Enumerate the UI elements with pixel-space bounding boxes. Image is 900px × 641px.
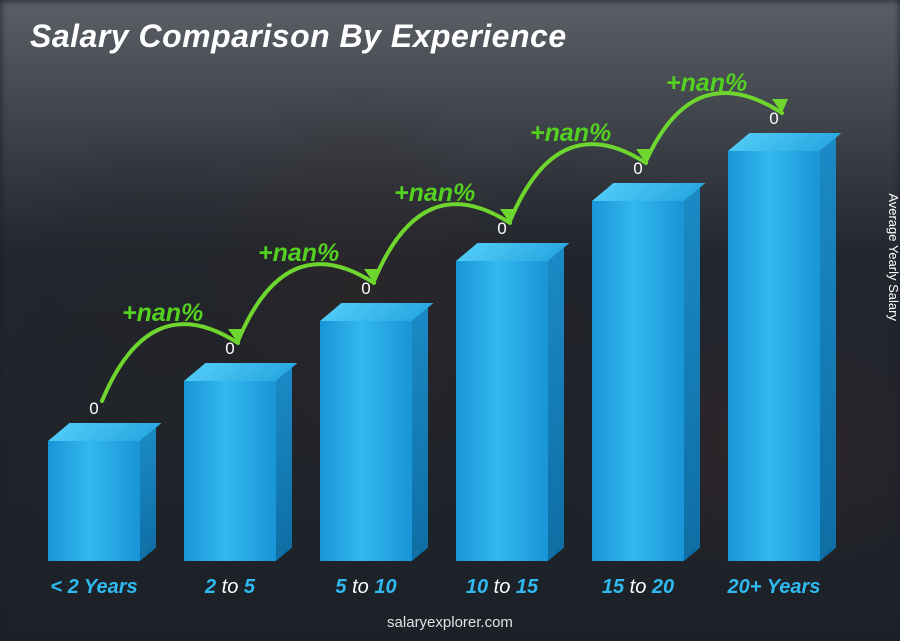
- attribution-text: salaryexplorer.com: [0, 614, 900, 631]
- plot-area: 000000+nan%+nan%+nan%+nan%+nan%: [30, 80, 850, 561]
- percent-increase-label: +nan%: [666, 69, 747, 98]
- x-category-label: 20+ Years: [728, 576, 821, 599]
- x-category-label: 15 to 20: [602, 576, 674, 599]
- x-category-label: 5 to 10: [335, 576, 396, 599]
- x-category-label: 2 to 5: [205, 576, 255, 599]
- x-category-label: < 2 Years: [50, 576, 137, 599]
- chart-title: Salary Comparison By Experience: [30, 18, 567, 55]
- increase-arc: [30, 80, 850, 561]
- y-axis-label: Average Yearly Salary: [887, 193, 900, 321]
- chart-container: Salary Comparison By Experience Average …: [0, 0, 900, 641]
- x-category-label: 10 to 15: [466, 576, 538, 599]
